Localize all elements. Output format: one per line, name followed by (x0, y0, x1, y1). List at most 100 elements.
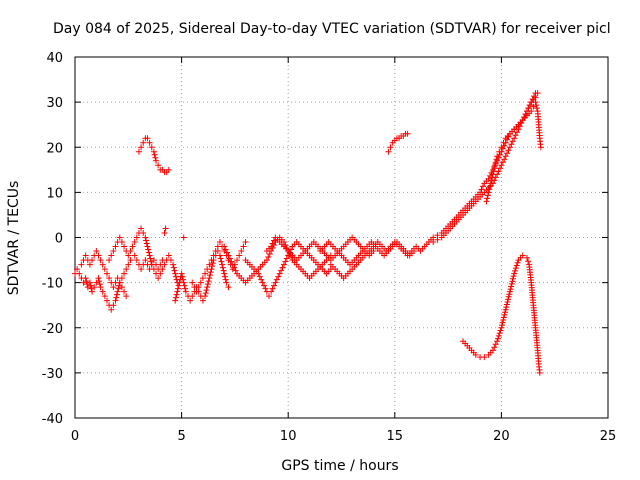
data-point (512, 267, 519, 274)
data-point (498, 162, 505, 169)
data-point (216, 252, 223, 259)
data-point (106, 257, 113, 264)
data-point (178, 270, 185, 277)
data-point (501, 156, 508, 163)
data-point (118, 284, 125, 291)
y-tick-label: 10 (46, 186, 63, 201)
data-point (232, 267, 239, 274)
data-point (255, 270, 262, 277)
data-point (159, 257, 166, 264)
data-point (486, 186, 493, 193)
data-point (492, 159, 499, 166)
data-point (143, 237, 150, 244)
y-axis-title: SDTVAR / TECUs (6, 181, 22, 296)
data-point (505, 133, 512, 140)
series-arc-b (78, 248, 130, 300)
data-point (125, 252, 132, 259)
data-point (491, 344, 498, 351)
data-point (76, 270, 83, 277)
data-point (533, 102, 540, 109)
data-point (288, 254, 295, 261)
data-point (504, 298, 511, 305)
data-point (505, 296, 512, 303)
data-point (472, 351, 479, 358)
y-tick-label: -30 (42, 367, 63, 382)
data-point (502, 306, 509, 313)
data-point (220, 267, 227, 274)
data-point (95, 252, 102, 259)
grid-lines (75, 57, 608, 418)
data-point (218, 258, 225, 265)
data-point (508, 141, 515, 148)
data-point (494, 335, 501, 342)
data-point (261, 282, 268, 289)
data-point (108, 306, 115, 313)
data-point (288, 246, 295, 253)
data-point (270, 237, 277, 244)
data-point (118, 239, 125, 246)
data-point (495, 332, 502, 339)
x-tick-label: 25 (600, 429, 617, 444)
data-point (114, 288, 121, 295)
data-point (488, 177, 495, 184)
data-point (494, 153, 501, 160)
data-point (96, 281, 103, 288)
data-point (219, 261, 226, 268)
series-arc-o (385, 130, 411, 155)
data-point (498, 144, 505, 151)
data-point (502, 153, 509, 160)
data-point (514, 129, 521, 136)
data-point (278, 267, 285, 274)
data-point (506, 288, 513, 295)
data-point (498, 324, 505, 331)
data-point (165, 166, 172, 173)
data-point (148, 144, 155, 151)
data-point (240, 243, 247, 250)
series-arc-s (460, 252, 543, 376)
data-point (489, 174, 496, 181)
data-point (131, 252, 138, 259)
data-point (265, 254, 272, 261)
series-arc-g (180, 234, 187, 241)
data-point (501, 142, 508, 149)
data-point (499, 145, 506, 152)
data-point (280, 261, 287, 268)
y-tick-label: 20 (46, 141, 63, 156)
data-point (210, 252, 217, 259)
data-point (536, 369, 543, 376)
data-point (506, 291, 513, 298)
data-point (204, 281, 211, 288)
data-point (204, 284, 211, 291)
data-point (483, 198, 490, 205)
data-point (509, 278, 516, 285)
x-tick-label: 10 (280, 429, 297, 444)
data-point (225, 252, 232, 259)
data-point (152, 154, 159, 161)
data-point (96, 278, 103, 285)
data-point (481, 354, 488, 361)
data-point (236, 252, 243, 259)
data-point (268, 288, 275, 295)
data-point (518, 120, 525, 127)
data-point (258, 276, 265, 283)
y-tick-label: 40 (46, 51, 63, 66)
data-point (170, 264, 177, 271)
data-point (206, 275, 213, 282)
data-point (202, 293, 209, 300)
data-point (506, 144, 513, 151)
data-point (167, 257, 174, 264)
data-point (99, 288, 106, 295)
data-point (225, 284, 232, 291)
data-point (146, 252, 153, 259)
data-point (533, 105, 540, 112)
data-point (484, 195, 491, 202)
data-point (182, 288, 189, 295)
data-point (155, 275, 162, 282)
data-point (89, 257, 96, 264)
series-arc-i (189, 239, 249, 295)
data-point (500, 139, 507, 146)
data-point (151, 151, 158, 158)
data-point (121, 288, 128, 295)
data-point (508, 283, 515, 290)
